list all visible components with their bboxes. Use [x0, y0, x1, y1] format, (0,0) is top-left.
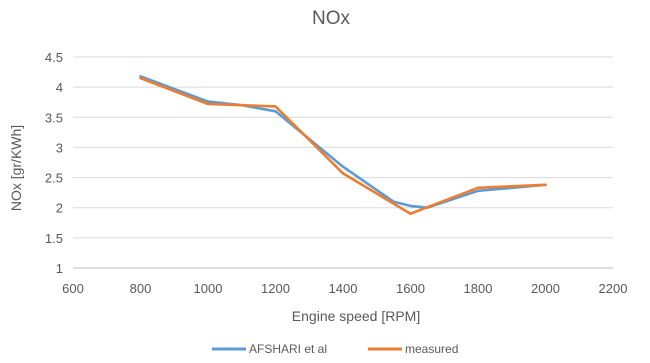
y-tick-label: 1.5: [45, 231, 63, 246]
x-tick-label: 1000: [194, 281, 223, 296]
y-tick-label: 2.5: [45, 171, 63, 186]
series-line-measured: [139, 76, 547, 215]
y-tick-label: 3.5: [45, 110, 63, 125]
gridlines: [73, 56, 613, 269]
x-tick-label: 1800: [464, 281, 493, 296]
y-tick-label: 4: [56, 80, 63, 95]
y-tick-label: 4.5: [45, 50, 63, 65]
x-tick-label: 2000: [531, 281, 560, 296]
y-axis-label: NOx [gr/KWh]: [8, 125, 24, 211]
x-tick-label: 600: [62, 281, 84, 296]
legend-label-measured: measured: [405, 342, 458, 356]
x-tick-label: 800: [130, 281, 152, 296]
y-tick-label: 1: [56, 261, 63, 276]
x-tick-label: 1600: [396, 281, 425, 296]
x-axis-label: Engine speed [RPM]: [292, 308, 420, 324]
y-tick-label: 3: [56, 140, 63, 155]
series-lines: [139, 75, 547, 215]
legend-label-afshari: AFSHARI et al: [249, 342, 327, 356]
x-tick-label: 2200: [599, 281, 628, 296]
y-tick-label: 2: [56, 201, 63, 216]
legend: AFSHARI et al measured: [212, 342, 458, 356]
y-tick-labels: 1 1.5 2 2.5 3 3.5 4 4.5: [45, 50, 63, 276]
x-tick-label: 1400: [329, 281, 358, 296]
x-tick-label: 1200: [261, 281, 290, 296]
chart-title: NOx: [312, 8, 351, 29]
x-tick-labels: 600 800 1000 1200 1400 1600 1800 2000 2200: [62, 281, 627, 296]
